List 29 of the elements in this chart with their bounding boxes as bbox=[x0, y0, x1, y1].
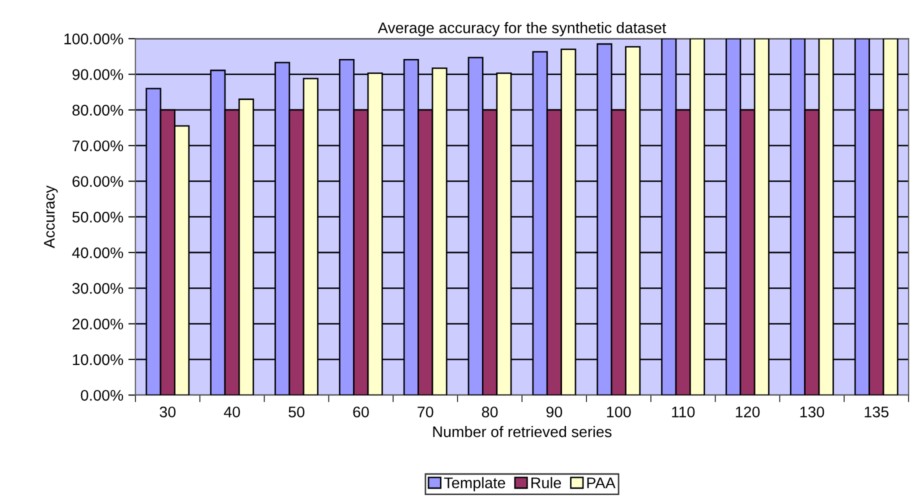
y-tick-label: 50.00% bbox=[72, 212, 124, 223]
x-tick-label: 40 bbox=[224, 406, 240, 418]
x-tick-label: 30 bbox=[160, 406, 176, 418]
x-tick-label: 120 bbox=[736, 406, 760, 418]
legend-label: Template bbox=[444, 477, 506, 492]
x-tick-label: 130 bbox=[800, 406, 824, 418]
y-axis-title: Accuracy bbox=[44, 185, 58, 248]
y-tick-label: 70.00% bbox=[72, 140, 124, 152]
legend-label: Rule bbox=[531, 477, 561, 488]
x-tick-label: 70 bbox=[418, 406, 434, 418]
y-tick-label: 30.00% bbox=[72, 283, 124, 294]
legend-label: PAA bbox=[587, 478, 616, 488]
x-tick-label: 135 bbox=[864, 406, 888, 418]
x-tick-label: 60 bbox=[353, 406, 369, 418]
x-tick-label: 110 bbox=[672, 406, 695, 418]
y-tick-label: 0.00% bbox=[80, 390, 124, 401]
y-tick-label: 80.00% bbox=[72, 104, 124, 116]
y-tick-label: 100.00% bbox=[64, 34, 124, 44]
x-axis-title: Number of retrieved series bbox=[433, 426, 612, 438]
x-tick-label: 90 bbox=[546, 406, 562, 418]
y-tick-label: 20.00% bbox=[72, 318, 124, 330]
x-tick-label: 100 bbox=[607, 406, 631, 418]
y-tick-label: 90.00% bbox=[72, 69, 124, 80]
x-tick-label: 80 bbox=[482, 406, 498, 418]
y-tick-label: 60.00% bbox=[72, 176, 124, 187]
x-tick-label: 50 bbox=[288, 406, 304, 418]
y-tick-label: 10.00% bbox=[72, 354, 124, 366]
y-tick-label: 40.00% bbox=[72, 247, 124, 258]
chart-title: Average accuracy for the synthetic dataset bbox=[378, 22, 666, 36]
